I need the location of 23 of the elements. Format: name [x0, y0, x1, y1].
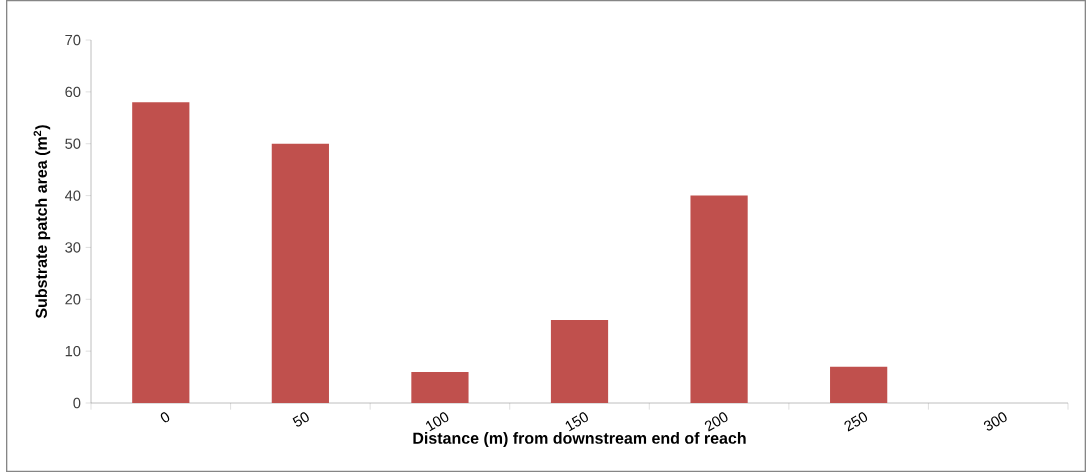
- x-tick-label: 150: [565, 412, 588, 432]
- x-tick-label: 50: [292, 412, 309, 427]
- x-tick-label: 200: [704, 412, 728, 432]
- y-tick-label: 40: [64, 190, 81, 201]
- y-tick-label: 20: [65, 294, 81, 305]
- bar: [690, 195, 748, 403]
- y-tick-label: 10: [65, 345, 81, 357]
- x-tick-label: 300: [983, 412, 1007, 431]
- y-tick-label: 0: [73, 397, 81, 409]
- bar: [550, 320, 609, 403]
- y-tick-label: 50: [65, 138, 81, 149]
- bar: [132, 102, 190, 403]
- y-tick-label: 30: [65, 242, 81, 253]
- bar: [271, 143, 329, 403]
- y-tick-label: 70: [65, 34, 81, 46]
- x-tick-label: 0: [160, 412, 170, 423]
- bar: [830, 366, 888, 403]
- x-tick-label: 250: [844, 412, 868, 432]
- y-axis-title: Substrate patch area (m$^{2}$): [33, 125, 51, 319]
- bar: [411, 371, 469, 403]
- y-tick-label: 60: [65, 86, 81, 98]
- x-axis-title: Distance (m) from downstream end of reach: [413, 432, 746, 448]
- x-tick-label: 100: [426, 412, 449, 432]
